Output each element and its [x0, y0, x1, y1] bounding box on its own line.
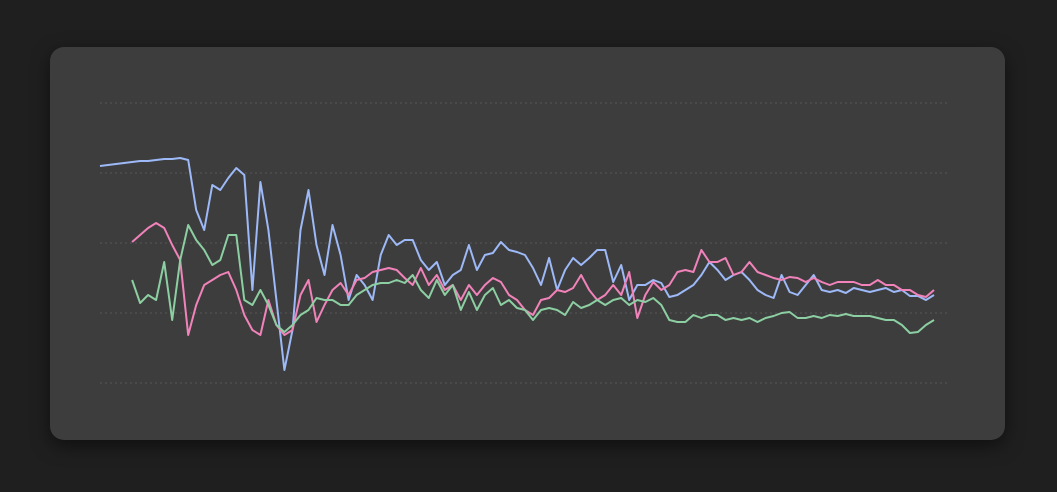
series-line [99, 157, 935, 371]
series-line [131, 224, 935, 334]
series-line [131, 222, 935, 336]
